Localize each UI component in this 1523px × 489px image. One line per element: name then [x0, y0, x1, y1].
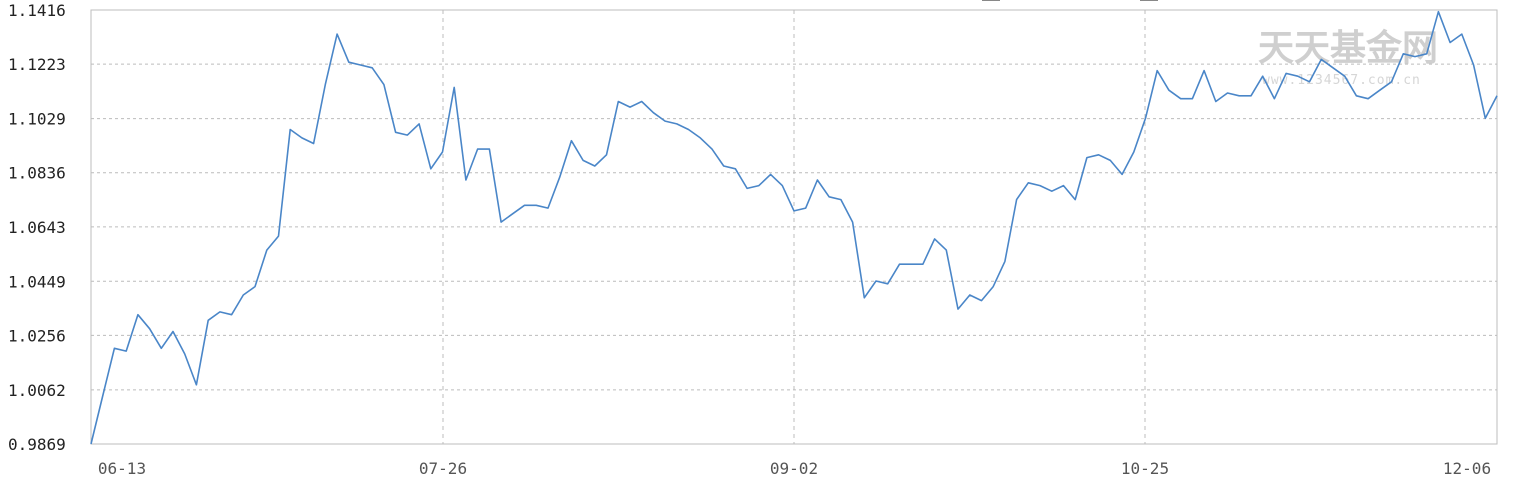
- x-tick-label: 12-06: [1443, 459, 1491, 478]
- x-tick-label: 06-13: [98, 459, 146, 478]
- series-layer: [90, 10, 1498, 445]
- watermark-logo-text: 天天基金网: [1258, 27, 1438, 69]
- nav-series-line: [90, 10, 1498, 445]
- watermark-url: www.1234567.com.cn: [1262, 73, 1421, 88]
- y-tick-label: 1.0449: [8, 272, 66, 291]
- y-tick-label: 1.0643: [8, 218, 66, 237]
- y-axis-ticks: 1.1416 1.1223 1.1029 1.0836 1.0643 1.0449 1.02…: [8, 1, 66, 454]
- watermark: 天天基金网 www.1234567.com.cn: [1258, 27, 1438, 88]
- y-tick-label: 1.1029: [8, 110, 66, 129]
- axes: [90, 9, 1498, 445]
- x-tick-label: 09-02: [770, 459, 818, 478]
- y-tick-label: 1.0256: [8, 326, 66, 345]
- x-axis-ticks: 06-13 07-26 09-02 10-25 12-06: [98, 459, 1491, 478]
- y-tick-label: 1.0062: [8, 381, 66, 400]
- y-tick-label: 1.1223: [8, 55, 66, 74]
- x-tick-label: 10-25: [1121, 459, 1169, 478]
- y-tick-label: 1.1416: [8, 1, 66, 20]
- plot-frame: [90, 9, 1498, 445]
- x-tick-label: 07-26: [419, 459, 467, 478]
- y-tick-label: 0.9869: [8, 435, 66, 454]
- grid: [91, 10, 1497, 444]
- y-tick-label: 1.0836: [8, 164, 66, 183]
